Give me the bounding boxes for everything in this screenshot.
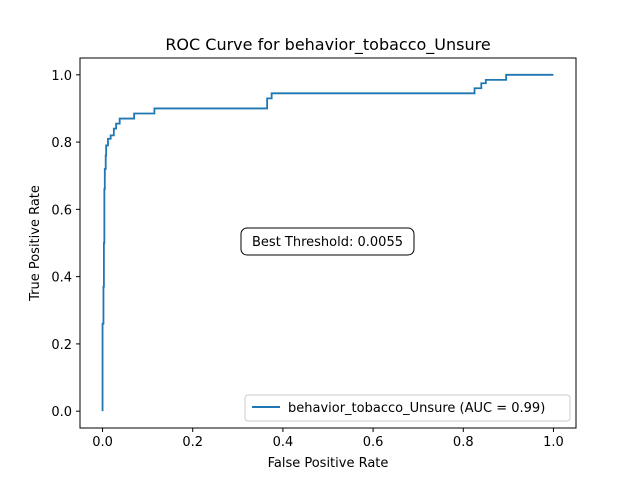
y-axis-label: True Positive Rate [28,185,43,302]
plot-frame [79,57,577,429]
annotation-text: Best Threshold: 0.0055 [252,235,403,250]
x-tick-label: 0.0 [92,435,113,450]
legend-label: behavior_tobacco_Unsure (AUC = 0.99) [288,401,545,416]
x-tick-label: 0.6 [363,435,384,450]
x-axis-label: False Positive Rate [268,456,389,471]
y-tick-label: 0.0 [51,405,72,420]
y-tick-label: 1.0 [51,69,72,84]
annotation-frame [240,227,415,256]
x-tick-label: 1.0 [543,435,564,450]
y-axis-ticks: 0.0 0.2 0.4 0.6 0.8 1.0 [51,69,80,420]
roc-curve-line [101,73,554,412]
y-tick-label: 0.4 [51,271,72,286]
x-tick-label: 0.2 [182,435,203,450]
plot-area [101,73,554,412]
annotation-box: Best Threshold: 0.0055 [240,227,415,256]
legend: behavior_tobacco_Unsure (AUC = 0.99) [244,394,571,422]
legend-frame [244,394,571,422]
y-tick-label: 0.2 [51,338,72,353]
y-tick-label: 0.6 [51,203,72,218]
x-tick-label: 0.4 [273,435,294,450]
chart-title: ROC Curve for behavior_tobacco_Unsure [165,35,490,55]
x-tick-label: 0.8 [453,435,474,450]
x-axis-ticks: 0.0 0.2 0.4 0.6 0.8 1.0 [92,428,564,450]
y-tick-label: 0.8 [51,136,72,151]
